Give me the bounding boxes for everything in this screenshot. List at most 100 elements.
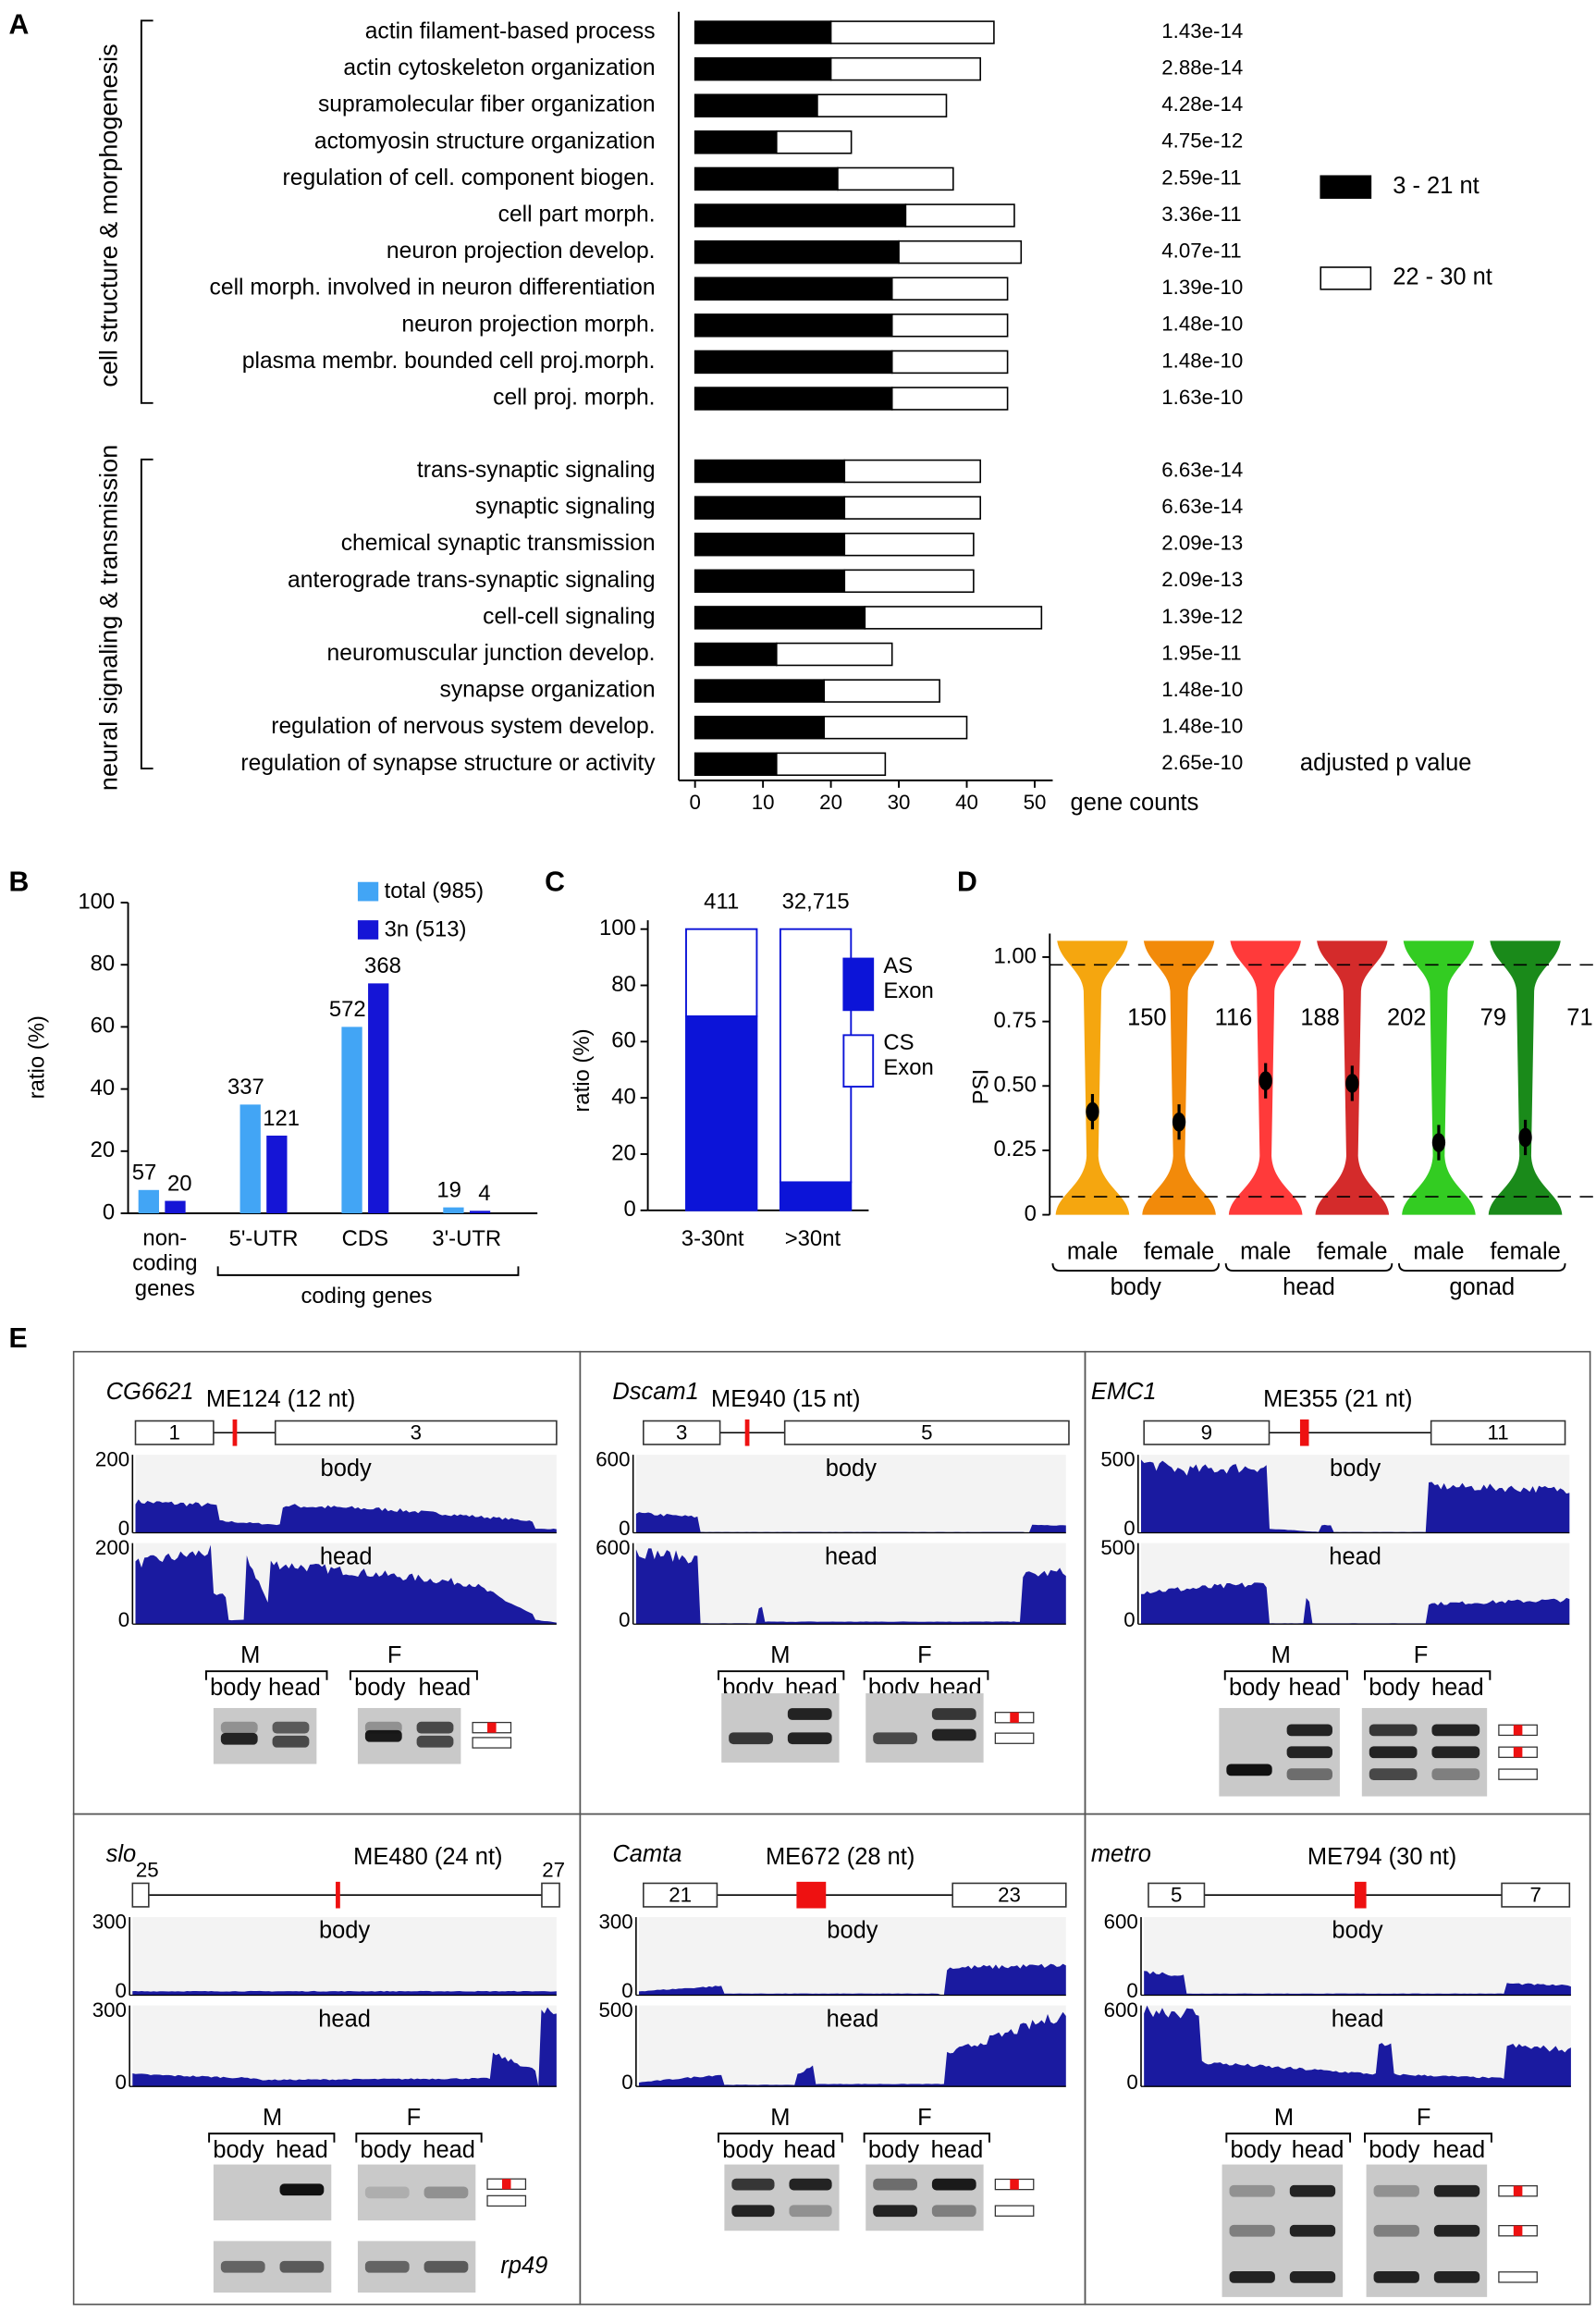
panel-letter: B xyxy=(9,867,30,897)
gel-lane: head xyxy=(276,2137,328,2163)
bar xyxy=(341,1026,362,1213)
legend-swatch xyxy=(842,957,875,1012)
gel-band xyxy=(729,1732,773,1745)
gel-bracket xyxy=(355,2133,483,2143)
track-tick-label: 0 xyxy=(1123,1608,1135,1631)
gel-band xyxy=(787,1708,832,1720)
coverage xyxy=(132,2007,557,2087)
isoform-alt-exon xyxy=(487,1722,497,1733)
x-tick-label: >30nt xyxy=(785,1226,841,1251)
gel-group: F xyxy=(1414,1642,1429,1668)
bar-segment xyxy=(694,313,893,338)
y-tick-label: 0.50 xyxy=(993,1073,1036,1098)
gel-band xyxy=(272,1721,310,1734)
gel-band xyxy=(364,2186,410,2199)
gel-group: M xyxy=(240,1642,260,1668)
x-tick-label: 20 xyxy=(819,791,842,814)
track-tick-label: 0 xyxy=(1126,2071,1137,2094)
gel-lane: head xyxy=(931,2137,984,2163)
violin xyxy=(1488,940,1563,1215)
y-tick-label: 40 xyxy=(91,1076,116,1100)
y-tick-label: 0 xyxy=(103,1199,115,1224)
alt-exon xyxy=(1299,1419,1309,1446)
gel-bracket xyxy=(1225,2133,1352,2143)
p-value: 1.48e-10 xyxy=(1161,313,1243,336)
x-tick-label: 40 xyxy=(955,791,978,814)
x-tick-label: male xyxy=(1240,1239,1291,1265)
bar-segment xyxy=(694,715,826,740)
y-tick-label: 0 xyxy=(1025,1201,1037,1226)
bar xyxy=(443,1207,464,1213)
bar xyxy=(266,1136,288,1213)
bar-segment xyxy=(694,20,832,44)
bar-segment xyxy=(829,20,995,44)
exon-number: 3 xyxy=(411,1421,422,1444)
category-label: cell morph. involved in neuron different… xyxy=(210,276,656,301)
gel-lane: head xyxy=(1289,1675,1342,1701)
gel-band xyxy=(931,1728,976,1741)
bar xyxy=(368,983,389,1213)
y-axis-label: PSI xyxy=(968,1069,993,1104)
track-tick-label: 0 xyxy=(1126,1979,1137,2002)
exon-number: 21 xyxy=(669,1884,692,1907)
p-value: 1.48e-10 xyxy=(1161,715,1243,738)
bar-segment xyxy=(694,203,907,227)
isoform-alt-exon xyxy=(1513,1725,1523,1736)
coverage xyxy=(639,2011,1066,2087)
track-bg xyxy=(132,1917,557,1996)
median xyxy=(1431,1133,1446,1152)
bar-segment xyxy=(816,93,948,117)
gel-band xyxy=(873,2178,917,2191)
coverage xyxy=(132,1990,557,1996)
bar xyxy=(239,1104,261,1213)
isoform-icon xyxy=(486,2194,527,2207)
track-bg xyxy=(635,1543,1066,1625)
bar-segment xyxy=(694,93,818,117)
p-value: 4.07e-11 xyxy=(1161,240,1241,263)
track-tick-label: 0 xyxy=(118,1517,129,1540)
gel-band xyxy=(1286,1746,1332,1759)
category-label: regulation of synapse structure or activ… xyxy=(240,751,656,776)
track-name: body xyxy=(321,1456,372,1481)
gel-band xyxy=(931,2205,976,2218)
x-tick-label: 5'-UTR xyxy=(229,1226,299,1251)
gel-band xyxy=(789,2178,832,2191)
bar-segment xyxy=(694,56,832,81)
isoform-icon xyxy=(1498,2271,1538,2283)
gel-band xyxy=(873,1732,917,1745)
gel-lane: body xyxy=(361,2137,411,2163)
coverage xyxy=(135,1499,557,1533)
x-tick-label: 30 xyxy=(888,791,911,814)
violin xyxy=(1402,940,1476,1215)
gel-band xyxy=(424,2186,469,2199)
track-name: body xyxy=(826,1456,877,1481)
group-label: gonad xyxy=(1449,1274,1515,1300)
exon-number: 3 xyxy=(676,1421,687,1444)
gel-band xyxy=(1286,1768,1332,1781)
track-tick-label: 200 xyxy=(95,1447,129,1470)
category-label: synaptic signaling xyxy=(475,495,656,520)
track-tick-label: 0 xyxy=(621,2071,632,2094)
track-name: head xyxy=(1332,2006,1384,2032)
gel-group: M xyxy=(770,1642,790,1668)
gel-band xyxy=(1373,2224,1419,2237)
count-label: 188 xyxy=(1300,1005,1340,1031)
y-tick-label: 60 xyxy=(611,1028,636,1053)
p-value: 1.39e-10 xyxy=(1161,276,1243,299)
bar-segment xyxy=(694,606,866,630)
alt-exon xyxy=(232,1419,238,1446)
legend-swatch xyxy=(357,920,379,940)
track-tick-label: 0 xyxy=(619,1608,630,1631)
group-label: head xyxy=(1283,1274,1335,1300)
gel-band xyxy=(1229,2184,1275,2197)
category-label: actomyosin structure organization xyxy=(314,129,656,154)
gel-band xyxy=(364,2260,410,2273)
bar-segment xyxy=(890,277,1009,301)
exon xyxy=(134,1420,215,1445)
gel-group: F xyxy=(387,1642,402,1668)
isoform-alt-exon xyxy=(1513,1747,1523,1758)
legend-label: CS Exon xyxy=(883,1030,933,1080)
bar-segment xyxy=(890,313,1009,338)
panel-letter: E xyxy=(9,1323,28,1354)
